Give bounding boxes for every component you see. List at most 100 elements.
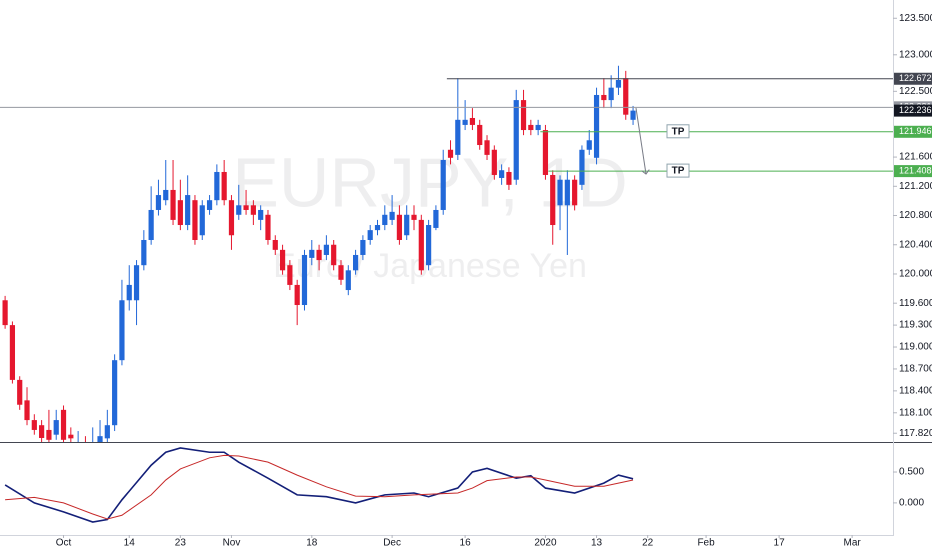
candle-body bbox=[542, 130, 549, 175]
y-tick-label: 118.400 bbox=[899, 386, 932, 397]
candle-body bbox=[17, 379, 23, 405]
candle-body bbox=[345, 270, 351, 291]
candle-body bbox=[331, 244, 337, 266]
candle-body bbox=[572, 179, 578, 206]
y-tick-label: 121.200 bbox=[899, 181, 932, 192]
axes: 123.500 123.000 122.500 121.600 121.200 120.8… bbox=[56, 13, 932, 549]
y-tick-label: 123.000 bbox=[899, 49, 932, 60]
last-price-label: 122.236 bbox=[899, 105, 932, 115]
candle-body bbox=[177, 200, 183, 226]
x-tick-label: 17 bbox=[774, 538, 786, 549]
candle-body bbox=[309, 249, 315, 258]
candle-body bbox=[506, 171, 512, 185]
candle-body bbox=[411, 214, 417, 220]
candle-body bbox=[447, 149, 454, 158]
candle-body bbox=[53, 420, 59, 435]
x-tick-label: Dec bbox=[383, 538, 401, 549]
candle-body bbox=[206, 200, 213, 210]
candle-body bbox=[601, 94, 607, 101]
candle-body bbox=[250, 205, 256, 215]
candle-body bbox=[433, 209, 439, 228]
x-tick-label: 2020 bbox=[534, 538, 557, 549]
last-price-box bbox=[894, 104, 932, 117]
x-tick-label: Feb bbox=[697, 538, 715, 549]
candle-body bbox=[46, 429, 52, 440]
candle-body bbox=[491, 149, 497, 175]
candle-body bbox=[126, 284, 132, 301]
candle-body bbox=[462, 119, 468, 125]
candle-body bbox=[579, 149, 585, 185]
candle-body bbox=[528, 124, 534, 131]
candle-body bbox=[499, 170, 505, 178]
candle-body bbox=[477, 124, 483, 146]
candle-body bbox=[214, 171, 220, 201]
candle-body bbox=[440, 159, 446, 210]
level-label-box bbox=[894, 72, 932, 85]
y-tick-label: 0.000 bbox=[899, 498, 924, 509]
candle-body bbox=[39, 425, 45, 438]
y-tick-label: 120.400 bbox=[899, 239, 932, 250]
candle-body bbox=[316, 249, 322, 261]
candle-body bbox=[593, 94, 600, 158]
candle-body bbox=[68, 434, 74, 439]
y-tick-label: 0.500 bbox=[899, 467, 924, 478]
candle-body bbox=[141, 239, 147, 266]
candle-body bbox=[338, 265, 344, 280]
indicator-line bbox=[5, 454, 634, 520]
candle-body bbox=[2, 300, 8, 326]
candle-body bbox=[360, 239, 366, 255]
candle-body bbox=[389, 211, 395, 220]
candle-body bbox=[520, 100, 527, 131]
candle-body bbox=[119, 300, 125, 361]
candle-body bbox=[623, 78, 629, 115]
x-tick-label: 22 bbox=[642, 538, 654, 549]
y-tick-label: 121.600 bbox=[899, 152, 932, 163]
tp-box bbox=[666, 124, 690, 139]
level-label: 121.408 bbox=[899, 165, 932, 175]
candle-body bbox=[104, 425, 110, 439]
candle-body bbox=[112, 360, 118, 426]
y-tick-label: 122.500 bbox=[899, 86, 932, 97]
candle-body bbox=[323, 244, 329, 255]
x-tick-label: 18 bbox=[306, 538, 318, 549]
x-tick-label: Nov bbox=[223, 538, 241, 549]
x-tick-label: Mar bbox=[843, 538, 861, 549]
candle-body bbox=[9, 325, 16, 380]
candle-body bbox=[586, 140, 592, 150]
y-tick-label: 120.800 bbox=[899, 210, 932, 221]
candle-body bbox=[279, 249, 286, 271]
x-tick-label: 14 bbox=[124, 538, 136, 549]
candle-body bbox=[265, 214, 271, 240]
x-tick-label: 23 bbox=[175, 538, 187, 549]
candle-body bbox=[301, 254, 308, 306]
candle-body bbox=[133, 265, 140, 301]
candle-body bbox=[615, 79, 622, 88]
y-tick-label: 119.600 bbox=[899, 298, 932, 309]
candle-body bbox=[367, 230, 373, 240]
candle-body bbox=[455, 119, 461, 155]
candle-body bbox=[564, 179, 570, 206]
candle-body bbox=[221, 171, 227, 201]
candle-body bbox=[484, 140, 490, 155]
candle-body bbox=[630, 110, 636, 120]
candle-body bbox=[236, 205, 242, 215]
level-label: 122.672 bbox=[899, 73, 932, 83]
candle-body bbox=[148, 209, 154, 240]
level-label-box bbox=[894, 125, 932, 138]
candle-body bbox=[426, 225, 432, 266]
candle-body bbox=[557, 179, 563, 206]
candle-body bbox=[550, 174, 556, 226]
candle-body bbox=[31, 420, 37, 430]
candle-body bbox=[155, 195, 162, 210]
candle-body bbox=[97, 436, 103, 442]
y-tick-label: 123.500 bbox=[899, 13, 932, 24]
candle-body bbox=[185, 195, 191, 226]
candle-body bbox=[60, 409, 67, 440]
candle-body bbox=[294, 284, 300, 306]
y-tick-label: 119.000 bbox=[899, 342, 932, 353]
y-tick-label: 117.820 bbox=[899, 428, 932, 439]
tp-box bbox=[666, 163, 690, 178]
tp-label: TP bbox=[672, 166, 685, 177]
